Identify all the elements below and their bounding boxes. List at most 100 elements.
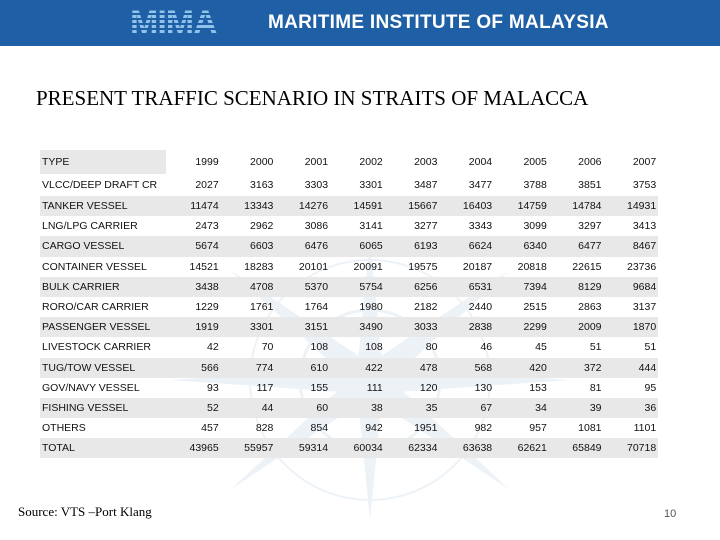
table-row: PASSENGER VESSEL 1919 3301 3151 3490 3033 2838… — [40, 317, 659, 338]
table-cell: 957 — [529, 422, 547, 435]
table-cell: 39 — [548, 397, 604, 419]
table-cell: 108 — [310, 341, 329, 354]
table-cell: 6624 — [439, 236, 495, 257]
column-header-year: 2006 — [578, 156, 602, 168]
table-cell: 3277 — [414, 220, 438, 233]
table-row: TUG/TOW VESSEL 566 774 610 422 478 568 420 372 44… — [40, 357, 659, 378]
table-row: CONTAINER VESSEL 14521 18283 20101 20091 1957… — [40, 257, 658, 277]
table-cell: 1919 — [166, 317, 221, 338]
table-row: LNG/LPG CARRIER 2473 2962 3086 3141 3277 3343 3… — [40, 216, 658, 236]
table-cell: 3303 — [304, 179, 329, 191]
table-cell: 11474 — [166, 196, 221, 217]
table-cell: 6065 — [330, 236, 385, 257]
table-cell: 2182 — [414, 301, 438, 314]
row-label: BULK CARRIER — [40, 276, 166, 297]
table-cell: 51 — [589, 341, 602, 354]
table-cell: 14759 — [494, 196, 549, 217]
table-cell: 60 — [275, 397, 331, 419]
table-cell: 6477 — [548, 236, 604, 257]
table-cell: 1870 — [603, 317, 659, 338]
table-cell: 3413 — [632, 220, 657, 233]
table-cell: 2863 — [578, 301, 602, 314]
table-cell: 6256 — [384, 276, 440, 297]
table-cell: 3137 — [632, 301, 657, 314]
table-cell: 422 — [330, 357, 385, 378]
table-cell: 8129 — [548, 276, 604, 297]
table-cell: 828 — [255, 422, 274, 435]
table-row: CARGO VESSEL 5674 6603 6476 6065 6193 6624 6340… — [40, 236, 659, 257]
table-cell: 14931 — [603, 196, 659, 217]
column-header-year: 2001 — [304, 156, 329, 168]
column-header-year: 2005 — [523, 156, 547, 168]
row-label: TANKER VESSEL — [40, 196, 166, 217]
table-cell: 6476 — [275, 236, 331, 257]
row-label: GOV/NAVY VESSEL — [42, 381, 140, 394]
table-cell: 3753 — [632, 179, 657, 191]
table-cell: 3477 — [468, 179, 493, 191]
table-cell: 3099 — [523, 220, 547, 233]
table-cell: 130 — [474, 381, 493, 394]
table-cell: 3301 — [359, 179, 383, 191]
row-label: RORO/CAR CARRIER — [42, 301, 149, 314]
table-cell: 7394 — [494, 276, 549, 297]
table-cell: 4708 — [220, 276, 276, 297]
page-number: 10 — [664, 508, 677, 520]
table-cell: 19575 — [408, 260, 438, 273]
table-cell: 6193 — [384, 236, 440, 257]
table-cell: 3297 — [578, 220, 602, 233]
table-cell: 774 — [220, 357, 276, 378]
table-cell: 46 — [480, 341, 493, 354]
table-cell: 62334 — [384, 438, 440, 459]
table-cell: 2027 — [195, 179, 219, 191]
table-cell: 80 — [425, 341, 438, 354]
table-cell: 67 — [439, 397, 495, 419]
column-header-year: 2004 — [468, 156, 493, 168]
table-cell: 6531 — [439, 276, 495, 297]
row-label: LNG/LPG CARRIER — [42, 220, 138, 233]
table-cell: 14521 — [189, 260, 219, 273]
table-cell: 16403 — [439, 196, 495, 217]
table-cell: 70 — [261, 341, 274, 354]
header-banner: MIMA MARITIME INSTITUTE OF MALAYSIA — [0, 0, 720, 46]
table-cell: 3343 — [468, 220, 493, 233]
table-cell: 44 — [220, 397, 276, 419]
table-cell: 45 — [535, 341, 547, 354]
table-cell: 153 — [529, 381, 547, 394]
table-cell: 1764 — [304, 301, 329, 314]
table-cell: 20818 — [517, 260, 547, 273]
table-row: RORO/CAR CARRIER 1229 1761 1764 1980 2182 2440… — [40, 297, 658, 317]
table-cell: 1980 — [359, 301, 383, 314]
table-cell: 3163 — [250, 179, 274, 191]
table-cell: 108 — [365, 341, 383, 354]
column-header-year: 2007 — [632, 156, 657, 168]
table-cell: 3438 — [166, 276, 221, 297]
table-row: OTHERS 457 828 854 942 1951 982 957 1081 1101 — [40, 418, 658, 438]
column-header-year: 1999 — [195, 156, 219, 168]
table-cell: 14591 — [330, 196, 385, 217]
table-cell: 610 — [275, 357, 331, 378]
table-cell: 444 — [603, 357, 659, 378]
table-cell: 55957 — [220, 438, 276, 459]
table-row: LIVESTOCK CARRIER 42 70 108 108 80 46 45 51 51 — [40, 337, 658, 357]
row-label: LIVESTOCK CARRIER — [42, 341, 151, 354]
table-cell: 59314 — [275, 438, 331, 459]
table-cell: 36 — [603, 397, 659, 419]
row-label: TOTAL — [40, 438, 166, 459]
table-cell: 2515 — [523, 301, 547, 314]
table-row: FISHING VESSEL 52 44 60 38 35 67 34 39 36 — [40, 397, 659, 419]
table-cell: 3033 — [384, 317, 440, 338]
table-cell: 20091 — [353, 260, 383, 273]
table-cell: 42 — [207, 341, 219, 354]
table-cell: 1101 — [633, 422, 657, 435]
table-cell: 2299 — [494, 317, 549, 338]
table-cell: 13343 — [220, 196, 276, 217]
row-label: TUG/TOW VESSEL — [40, 357, 166, 378]
table-cell: 14276 — [275, 196, 331, 217]
table-cell: 52 — [166, 397, 221, 419]
row-label: PASSENGER VESSEL — [40, 317, 166, 338]
table-cell: 14784 — [548, 196, 604, 217]
table-cell: 2962 — [250, 220, 274, 233]
table-cell: 34 — [494, 397, 549, 419]
table-cell: 3141 — [359, 220, 383, 233]
table-cell: 93 — [207, 381, 219, 394]
